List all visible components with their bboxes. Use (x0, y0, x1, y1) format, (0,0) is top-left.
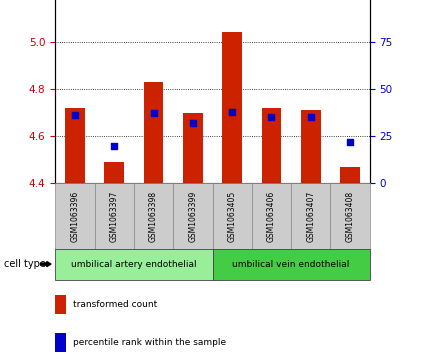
Point (111, 143, 118, 148)
Text: GSM1063399: GSM1063399 (188, 190, 197, 242)
Bar (212, 183, 252, 249)
Bar (183, 113, 203, 183)
Point (190, 120, 196, 126)
Text: percentile rank within the sample: percentile rank within the sample (73, 338, 226, 347)
Bar (301, 110, 320, 183)
Text: umbilical vein endothelial: umbilical vein endothelial (232, 260, 350, 269)
Bar (55, 294, 66, 314)
Bar (262, 108, 281, 183)
Bar (134, 183, 173, 249)
Bar (340, 167, 360, 183)
Bar (105, 162, 124, 183)
Text: GSM1063397: GSM1063397 (110, 190, 119, 242)
Text: GSM1063408: GSM1063408 (346, 191, 354, 241)
Bar (222, 32, 242, 183)
Bar (173, 183, 212, 249)
Bar (55, 183, 94, 249)
Bar (144, 82, 163, 183)
Text: GSM1063406: GSM1063406 (267, 190, 276, 242)
Point (347, 139, 354, 145)
Bar (65, 108, 85, 183)
Text: GSM1063407: GSM1063407 (306, 190, 315, 242)
Bar (252, 183, 291, 249)
Bar (55, 249, 212, 280)
FancyArrow shape (40, 261, 51, 266)
Bar (212, 249, 370, 280)
Point (150, 111, 157, 117)
Text: transformed count: transformed count (73, 300, 157, 309)
Text: umbilical artery endothelial: umbilical artery endothelial (71, 260, 197, 269)
Text: GSM1063405: GSM1063405 (228, 190, 237, 242)
Bar (55, 333, 66, 352)
Bar (291, 183, 331, 249)
Text: GSM1063396: GSM1063396 (71, 190, 79, 242)
Point (71, 113, 78, 118)
Text: cell type: cell type (4, 259, 46, 269)
Text: GSM1063398: GSM1063398 (149, 191, 158, 241)
Point (229, 109, 235, 114)
Point (307, 114, 314, 120)
Bar (331, 183, 370, 249)
Point (268, 114, 275, 120)
Bar (94, 183, 134, 249)
